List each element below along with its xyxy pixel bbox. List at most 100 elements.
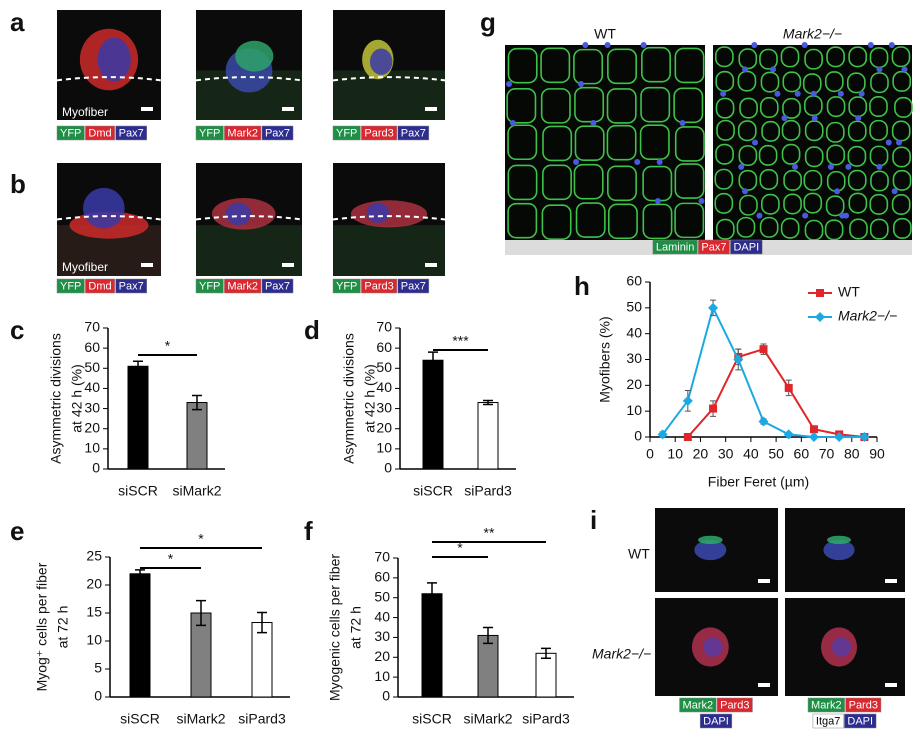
error-bar xyxy=(483,399,493,406)
error-bar xyxy=(427,582,437,606)
fiber-outline xyxy=(892,146,911,168)
nucleus xyxy=(885,139,892,146)
nucleus xyxy=(891,188,898,195)
significance-label: *** xyxy=(452,333,469,349)
panel-letter: e xyxy=(10,516,24,546)
nucleus xyxy=(876,66,883,73)
y-tick-label: 10 xyxy=(374,668,390,684)
nucleus xyxy=(801,42,808,48)
row-label: Mark2−/− xyxy=(592,646,651,662)
fiber-outline xyxy=(506,88,537,124)
fiber-outline xyxy=(869,218,889,240)
fiber-outline xyxy=(642,203,673,240)
cell xyxy=(225,202,252,226)
chip-label: DAPI xyxy=(703,715,729,727)
column-title: Mark2−/− xyxy=(783,26,842,42)
chip-label: Mark2 xyxy=(227,280,258,292)
fiber-outline xyxy=(760,71,780,93)
nucleus xyxy=(578,81,585,87)
y-tick-label: 60 xyxy=(374,569,390,585)
fiber-outline xyxy=(761,193,780,215)
panel-letter: c xyxy=(10,315,24,345)
fiber-edge xyxy=(56,76,162,82)
fiber-outline xyxy=(736,216,756,238)
fiber-outline xyxy=(714,192,734,214)
x-tick-label: siPard3 xyxy=(522,711,570,727)
fiber-outline xyxy=(803,169,823,191)
marker xyxy=(809,425,818,434)
x-tick-label: siSCR xyxy=(120,711,160,727)
nucleus xyxy=(858,90,865,97)
nucleus xyxy=(752,139,759,146)
nucleus xyxy=(742,188,749,195)
chip-box xyxy=(844,713,877,729)
legend-label: Mark2−/− xyxy=(838,308,897,324)
bar xyxy=(251,622,273,698)
fiber-outline xyxy=(542,164,572,201)
fiber-outline xyxy=(804,146,824,168)
nucleus xyxy=(845,163,852,170)
nucleus xyxy=(742,66,749,73)
fiber-outline xyxy=(739,194,758,216)
chip-box xyxy=(224,125,262,141)
fiber-outline xyxy=(892,70,912,92)
fiber-outline xyxy=(891,46,911,68)
x-tick-label: siMark2 xyxy=(463,711,512,727)
panel-letter: a xyxy=(10,7,25,37)
legend-chips: YFP Dmd Pax7 xyxy=(56,278,147,294)
marker xyxy=(783,429,794,440)
fiber-outline xyxy=(891,194,911,215)
fiber-outline xyxy=(715,97,735,119)
y-tick-label: 15 xyxy=(86,604,102,620)
x-tick-label: 70 xyxy=(819,446,835,462)
fiber-outline xyxy=(758,144,778,166)
nucleus xyxy=(698,198,705,204)
scale-bar xyxy=(141,107,153,111)
fiber-outline xyxy=(782,71,802,93)
fiber-outline xyxy=(674,163,705,199)
chip-label: Pax7 xyxy=(265,280,290,292)
legend-marker xyxy=(815,312,825,322)
chip-label: YFP xyxy=(60,127,81,139)
chip-box xyxy=(224,278,262,294)
fiber-outline xyxy=(739,97,758,119)
y-tick-label: 20 xyxy=(374,648,390,664)
panel-letter: f xyxy=(304,516,313,546)
fiber-tint xyxy=(196,225,302,276)
nucleus xyxy=(867,42,874,48)
fiber-outline xyxy=(759,169,779,191)
fiber-outline xyxy=(716,119,735,141)
panel-letter: i xyxy=(590,505,597,535)
chip-label: Mark2 xyxy=(683,699,714,711)
fiber-outline xyxy=(542,125,573,162)
y-tick-label: 60 xyxy=(84,339,100,355)
y-tick-label: 10 xyxy=(84,440,100,456)
chip-label: YFP xyxy=(199,280,220,292)
nucleus xyxy=(834,188,841,195)
nucleus xyxy=(654,198,661,204)
marker xyxy=(808,432,819,442)
fiber-outline xyxy=(541,204,572,241)
marker xyxy=(709,404,718,413)
scale-bar xyxy=(885,683,897,687)
fiber-outline xyxy=(759,216,779,238)
fiber-edge xyxy=(332,215,446,221)
cell xyxy=(97,37,131,82)
fiber-outline xyxy=(825,121,845,143)
nucleus xyxy=(590,120,597,126)
fiber-edge xyxy=(332,76,446,82)
y-tick-label: 30 xyxy=(376,399,392,415)
x-tick-label: siSCR xyxy=(118,483,158,499)
bar xyxy=(421,593,443,698)
fiber-outline xyxy=(783,169,803,191)
nucleus xyxy=(720,90,727,97)
y-tick-label: 50 xyxy=(376,359,392,375)
chip-label: Itga7 xyxy=(816,715,840,727)
y-tick-label: 0 xyxy=(634,428,642,444)
chip-box xyxy=(261,278,294,294)
y-tick-label: 20 xyxy=(626,376,642,392)
chip-label: YFP xyxy=(336,280,357,292)
marker xyxy=(657,429,668,440)
